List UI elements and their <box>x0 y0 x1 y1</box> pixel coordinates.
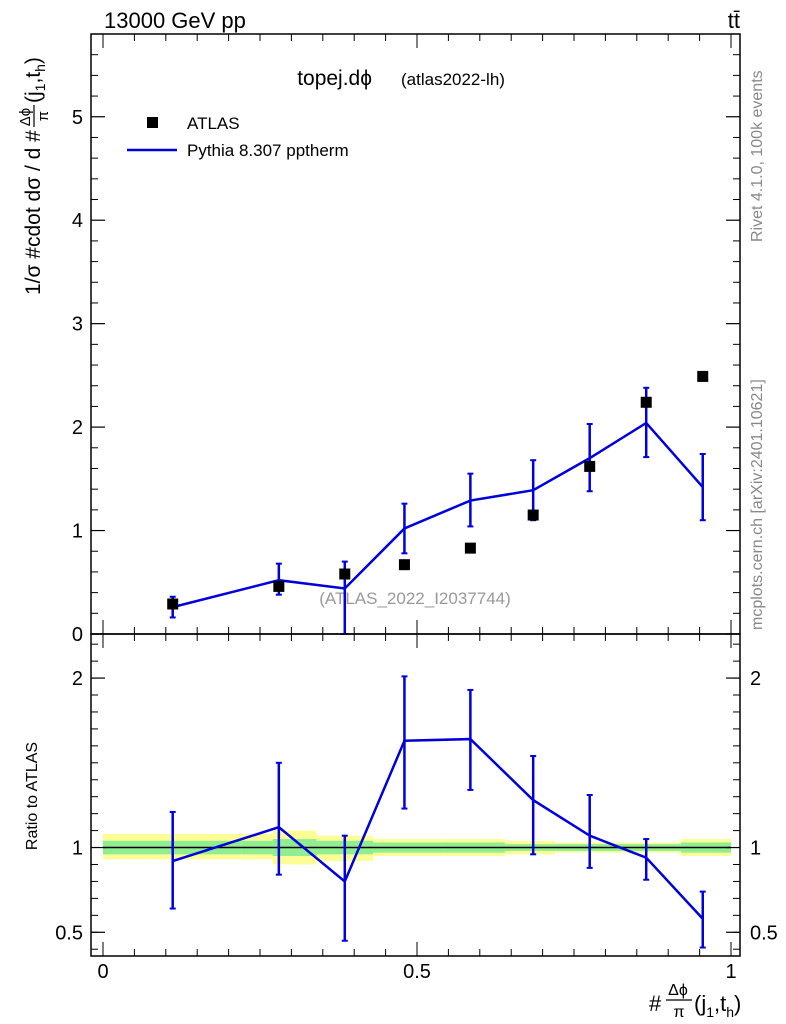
atlas-point <box>584 460 596 472</box>
ratio-ytick-label-right: 1 <box>750 838 761 860</box>
main-data <box>167 370 709 635</box>
main-ytick-label: 1 <box>72 521 83 543</box>
ratio-ytick-label: 0.5 <box>55 922 83 944</box>
main-y-label: 1/σ #cdot dσ / d # Δϕ π (j1,th) <box>17 57 52 295</box>
ylabel-sub2: h <box>32 64 48 72</box>
process-label: tt̄ <box>728 8 740 33</box>
ylabel-frac-den: π <box>35 111 52 121</box>
x-tick-label: 1 <box>725 961 736 983</box>
ratio-ytick-label-right: 0.5 <box>750 922 778 944</box>
ratio-ytick-label-right: 2 <box>750 668 761 690</box>
main-axis-ticks <box>91 33 740 635</box>
ylabel-close: ) <box>22 57 45 64</box>
ylabel-prefix: 1/σ #cdot dσ / d # <box>22 130 45 295</box>
ratio-tick-labels: 0.5 0.5 1 1 2 2 0 0.5 1 <box>55 668 778 983</box>
xlabel-frac-den: π <box>673 1004 684 1021</box>
xlabel-prefix: # <box>649 991 662 1016</box>
ratio-bands <box>103 830 731 865</box>
ratio-panel: 0.5 0.5 1 1 2 2 0 0.5 1 <box>55 633 778 983</box>
ratio-y-label: Ratio to ATLAS <box>24 742 41 850</box>
xlabel-close: ) <box>734 991 741 1016</box>
atlas-point <box>697 370 709 382</box>
xlabel-sep: ,t <box>714 991 726 1016</box>
main-ytick-label: 4 <box>72 210 83 232</box>
legend-atlas-label: ATLAS <box>187 114 240 133</box>
main-tick-labels: 0 1 2 3 4 5 <box>72 107 83 646</box>
ratio-data <box>169 675 706 949</box>
atlas-point <box>640 396 652 408</box>
svg-text:(j1,th): (j1,th) <box>694 991 741 1020</box>
xlabel-suffix: (j <box>694 991 706 1016</box>
ylabel-sub1: 1 <box>32 83 48 91</box>
energy-label: 13000 GeV pp <box>104 8 246 33</box>
ratio-axis-ticks <box>91 634 740 956</box>
legend-atlas-marker <box>147 117 158 128</box>
x-tick-label: 0.5 <box>403 961 431 983</box>
ylabel-frac-num: Δϕ <box>17 108 34 126</box>
ratio-ytick-label: 2 <box>72 668 83 690</box>
atlas-point <box>167 598 179 610</box>
main-ytick-label: 3 <box>72 314 83 336</box>
rivet-label: Rivet 4.1.0, 100k events <box>749 70 766 242</box>
xlabel-sub1: 1 <box>706 1004 714 1020</box>
atlas-point <box>527 509 539 521</box>
plot-subtitle: (atlas2022-lh) <box>401 70 505 89</box>
atlas-point <box>464 542 476 554</box>
atlas-point <box>339 568 351 580</box>
plot-title: topej.dϕ <box>297 67 372 90</box>
ylabel-sep: ,t <box>22 72 45 84</box>
xlabel-sub2: h <box>726 1004 734 1020</box>
main-ytick-label: 5 <box>72 107 83 129</box>
mcplots-label: mcplots.cern.ch [arXiv:2401.10621] <box>749 379 766 630</box>
ratio-ytick-label: 1 <box>72 838 83 860</box>
ratio-line <box>172 737 704 920</box>
main-ytick-label: 2 <box>72 417 83 439</box>
x-tick-label: 0 <box>97 961 108 983</box>
ylabel-suffix: (j <box>22 91 45 103</box>
ratio-frame <box>90 633 741 957</box>
mc-line <box>172 421 704 609</box>
legend-mc-label: Pythia 8.307 pptherm <box>187 141 349 160</box>
x-axis-label: # Δϕ π (j1,th) <box>649 982 741 1021</box>
svg-text:(j1,th): (j1,th) <box>22 57 48 103</box>
atlas-point <box>398 559 410 571</box>
main-ytick-label: 0 <box>72 624 83 646</box>
xlabel-frac-num: Δϕ <box>668 982 688 999</box>
svg-text:1/σ #cdot dσ / d #: 1/σ #cdot dσ / d # <box>22 130 45 295</box>
main-panel: 0 1 2 3 4 5 topej.dϕ (atlas2022-lh) (ATLAS_20… <box>72 33 741 646</box>
watermark: (ATLAS_2022_I2037744) <box>319 589 511 608</box>
atlas-point <box>273 580 285 592</box>
